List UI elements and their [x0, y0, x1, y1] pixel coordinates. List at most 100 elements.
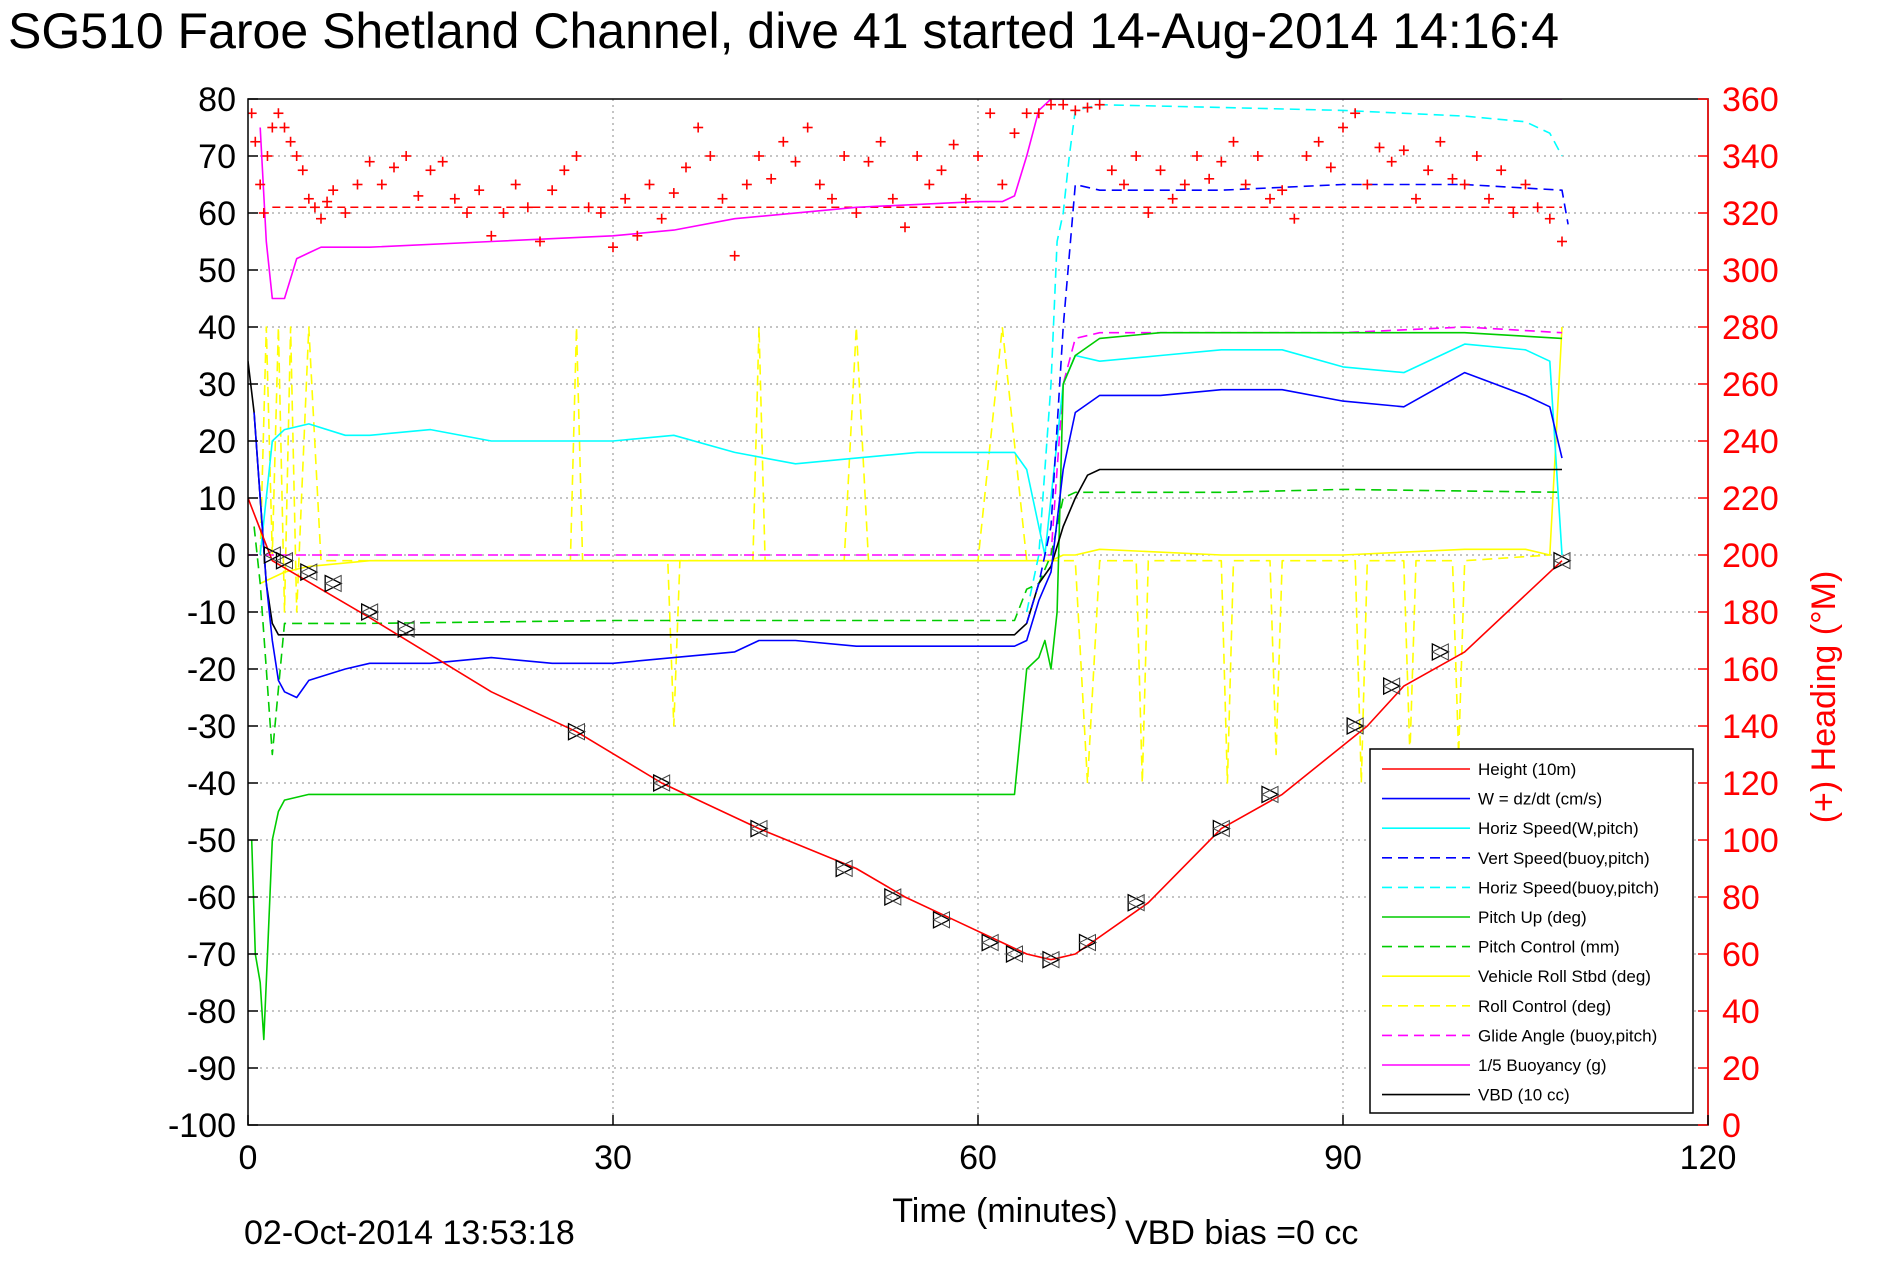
heading-marker [1216, 156, 1227, 167]
triangle-left [567, 722, 585, 741]
y2-tick-label: 180 [1722, 594, 1779, 632]
y2-tick-label: 100 [1722, 822, 1779, 860]
heading-marker [1179, 179, 1190, 190]
y-tick-label: -50 [187, 822, 236, 860]
legend-entry: Pitch Control (mm) [1478, 938, 1620, 957]
heading-marker [1070, 105, 1081, 116]
heading-marker [1289, 213, 1300, 224]
triangle-markers [263, 545, 1572, 969]
heading-marker [352, 179, 363, 190]
heading-marker [1520, 179, 1531, 190]
heading-marker [1484, 193, 1494, 204]
triangle-left [1431, 643, 1449, 661]
heading-marker [1240, 179, 1251, 190]
legend-entry: Pitch Up (deg) [1478, 908, 1587, 927]
heading-marker [1301, 151, 1312, 161]
triangle-left [275, 551, 293, 570]
heading-marker [778, 136, 789, 147]
y2-tick-label: 0 [1722, 1107, 1741, 1145]
heading-marker [766, 173, 777, 184]
heading-marker [1119, 179, 1129, 190]
heading-marker [632, 230, 643, 241]
y-tick-label: 20 [198, 423, 236, 461]
heading-marker [1046, 99, 1056, 110]
heading-marker [285, 136, 296, 147]
triangle-marker [299, 563, 319, 582]
triangle-marker [324, 574, 343, 593]
heading-marker [559, 165, 570, 176]
y-tick-label: -80 [187, 993, 236, 1031]
heading-marker [279, 122, 290, 133]
y2-tick-label: 200 [1722, 537, 1779, 575]
triangle-marker [749, 819, 769, 838]
heading-marker [1082, 102, 1093, 113]
heading-marker [1398, 145, 1409, 156]
heading-markers [248, 99, 1567, 261]
heading-marker [486, 230, 497, 241]
triangle-left [397, 620, 415, 638]
heading-marker [1362, 179, 1373, 190]
heading-marker [1338, 122, 1348, 133]
legend: Height (10m) W = dz/dt (cm/s) Horiz Speed(… [1369, 748, 1694, 1114]
x-tick-label: 120 [1680, 1139, 1737, 1177]
x-axis: 0 30 60 90 120 [239, 1115, 1737, 1177]
triangle-right [1431, 642, 1450, 661]
heading-marker [814, 179, 825, 190]
y2-tick-label: 140 [1722, 708, 1779, 746]
series-line [259, 326, 1563, 585]
triangle-marker [1431, 642, 1450, 661]
heading-marker [273, 108, 284, 119]
series-line [250, 331, 1563, 1041]
heading-marker [741, 179, 752, 190]
heading-marker [267, 122, 278, 133]
heading-marker [571, 151, 582, 161]
y-tick-label: 10 [198, 480, 236, 518]
heading-marker [401, 151, 412, 161]
right-axis-label: (+) Heading (°M) [1805, 571, 1843, 824]
triangle-left [883, 888, 902, 906]
heading-marker [437, 156, 448, 167]
triangle-marker [275, 551, 294, 570]
heading-marker [1435, 136, 1446, 147]
heading-marker [705, 151, 716, 161]
heading-marker [729, 250, 740, 261]
heading-marker [656, 213, 667, 224]
heading-marker [498, 208, 509, 218]
heading-marker [303, 193, 314, 204]
heading-marker [1021, 108, 1032, 119]
x-tick-label: 30 [594, 1139, 632, 1177]
legend-entry: Glide Angle (buoy,pitch) [1478, 1026, 1657, 1045]
legend-entry: Roll Control (deg) [1478, 997, 1611, 1016]
triangle-marker [1346, 716, 1365, 736]
heading-marker [1508, 208, 1519, 218]
heading-marker [1167, 193, 1178, 204]
series-line [259, 343, 1563, 556]
y-tick-label: 40 [198, 309, 236, 347]
timestamp: 02-Oct-2014 13:53:18 [244, 1214, 575, 1252]
heading-marker [1459, 179, 1470, 190]
legend-entry: 1/5 Buoyancy (g) [1478, 1056, 1607, 1075]
heading-marker [340, 208, 351, 218]
y2-tick-label: 320 [1722, 195, 1779, 233]
heading-marker [948, 139, 959, 150]
triangle-marker [1005, 944, 1024, 964]
heading-marker [364, 156, 375, 167]
right-axis: 3603403203002802602402202001801601401201… [1698, 81, 1779, 1145]
heading-marker [595, 208, 606, 218]
triangle-left [1260, 785, 1279, 804]
heading-marker [1155, 165, 1166, 176]
triangle-left [1382, 677, 1401, 695]
y2-tick-label: 340 [1722, 138, 1779, 176]
y-tick-label: -20 [187, 651, 236, 689]
heading-marker [790, 156, 801, 167]
heading-marker [973, 151, 983, 161]
heading-marker [255, 179, 266, 190]
heading-marker [1143, 208, 1154, 218]
y2-tick-label: 240 [1722, 423, 1779, 461]
y-tick-label: -90 [187, 1050, 236, 1088]
heading-marker [1313, 136, 1324, 147]
heading-marker [1131, 151, 1142, 161]
triangle-marker [883, 887, 903, 907]
triangle-marker [652, 773, 672, 793]
